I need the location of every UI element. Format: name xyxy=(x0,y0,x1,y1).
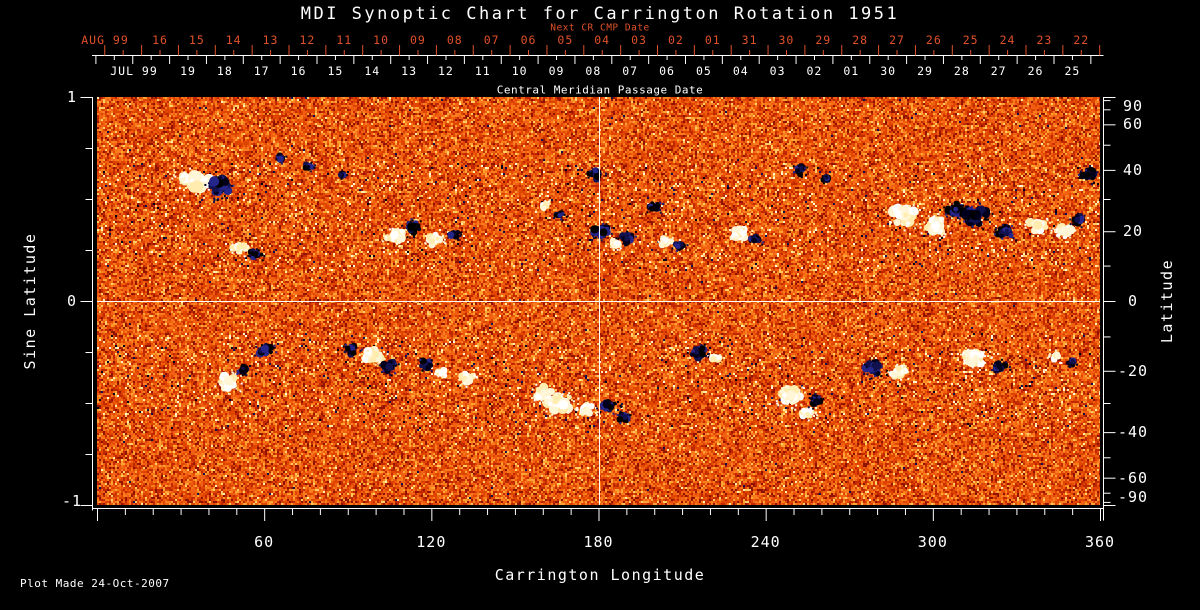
current-cr-day-label: 06 xyxy=(659,64,675,78)
current-cr-day-label: 04 xyxy=(732,64,749,78)
right-tick-label: -90 xyxy=(1117,488,1149,506)
current-cr-day-label: 28 xyxy=(953,64,970,78)
next-cr-day-label: 09 xyxy=(410,33,426,47)
current-cr-day-label: 10 xyxy=(511,64,528,78)
next-cr-day-label: 30 xyxy=(778,33,795,47)
next-cr-day-label: 01 xyxy=(704,33,721,47)
left-tick-label: 0 xyxy=(66,292,78,310)
current-cr-day-label: 16 xyxy=(290,64,307,78)
current-cr-day-label: 30 xyxy=(880,64,897,78)
next-cr-day-label: 22 xyxy=(1073,33,1090,47)
next-cr-day-label: 03 xyxy=(631,33,647,47)
next-cr-day-label: 04 xyxy=(594,33,611,47)
current-cr-day-label: 14 xyxy=(364,64,381,78)
right-tick-label: 90 xyxy=(1122,97,1144,115)
next-cr-day-label: 23 xyxy=(1036,33,1053,47)
next-cr-cmp-date-label: Next CR CMP Date xyxy=(550,22,650,34)
next-cr-day-label: 10 xyxy=(373,33,390,47)
next-cr-day-label: 14 xyxy=(225,33,242,47)
next-cr-day-label: 12 xyxy=(299,33,316,47)
current-cr-day-label: 29 xyxy=(917,64,933,78)
current-cr-day-label: 01 xyxy=(843,64,860,78)
next-cr-month-label: AUG 99 xyxy=(81,33,129,47)
right-tick-label: 0 xyxy=(1127,292,1139,310)
left-tick-label: -1 xyxy=(61,492,83,510)
current-cr-day-label: 19 xyxy=(180,64,196,78)
bottom-tick-label: 240 xyxy=(750,533,781,551)
next-cr-day-label: 05 xyxy=(557,33,574,47)
current-cr-day-label: 07 xyxy=(622,64,639,78)
cmp-axis-title: Central Meridian Passage Date xyxy=(496,83,704,97)
next-cr-day-label: 31 xyxy=(741,33,758,47)
plot-made-note: Plot Made 24-Oct-2007 xyxy=(20,577,170,590)
right-tick-label: 60 xyxy=(1122,115,1144,134)
current-cr-day-label: 12 xyxy=(438,64,454,78)
current-cr-day-label: 27 xyxy=(990,64,1007,78)
next-cr-day-label: 15 xyxy=(188,33,205,47)
next-cr-day-label: 08 xyxy=(446,33,463,47)
bottom-tick-label: 180 xyxy=(583,533,614,551)
right-axis-title: Latitude xyxy=(1158,258,1176,344)
right-tick-label: -20 xyxy=(1117,361,1149,380)
next-cr-day-label: 16 xyxy=(152,33,168,47)
current-cr-day-label: 05 xyxy=(695,64,712,78)
current-cr-day-label: 02 xyxy=(806,64,823,78)
next-cr-day-label: 26 xyxy=(925,33,942,47)
current-cr-day-label: 15 xyxy=(327,64,344,78)
next-cr-day-label: 11 xyxy=(336,33,353,47)
chart-title: MDI Synoptic Chart for Carrington Rotati… xyxy=(300,4,900,24)
bottom-tick-label: 300 xyxy=(917,533,948,551)
next-cr-day-label: 24 xyxy=(999,33,1016,47)
next-cr-day-label: 07 xyxy=(483,33,500,47)
current-cr-month-label: JUL 99 xyxy=(110,64,158,78)
current-cr-day-label: 11 xyxy=(474,64,491,78)
current-cr-day-label: 08 xyxy=(585,64,602,78)
next-cr-day-label: 29 xyxy=(815,33,832,47)
current-cr-day-label: 26 xyxy=(1027,64,1044,78)
current-cr-day-label: 03 xyxy=(769,64,786,78)
next-cr-day-label: 25 xyxy=(962,33,979,47)
right-tick-label: 40 xyxy=(1122,160,1144,179)
next-cr-day-label: 13 xyxy=(262,33,279,47)
magnetogram-image xyxy=(97,97,1100,505)
bottom-tick-label: 360 xyxy=(1084,533,1116,551)
right-tick-label: -60 xyxy=(1117,468,1149,487)
current-cr-day-label: 13 xyxy=(401,64,418,78)
current-cr-day-label: 25 xyxy=(1064,64,1081,78)
next-cr-day-label: 02 xyxy=(667,33,684,47)
next-cr-day-label: 28 xyxy=(852,33,869,47)
current-cr-day-label: 09 xyxy=(548,64,565,78)
next-cr-day-label: 27 xyxy=(889,33,905,47)
right-tick-label: 20 xyxy=(1122,222,1144,241)
right-tick-label: -40 xyxy=(1117,423,1149,442)
left-tick-label: 1 xyxy=(66,88,78,106)
bottom-tick-label: 120 xyxy=(416,533,447,551)
bottom-axis-title: Carrington Longitude xyxy=(494,566,706,584)
left-axis-title: Sine Latitude xyxy=(21,232,39,370)
current-cr-day-label: 17 xyxy=(253,64,270,78)
bottom-tick-label: 60 xyxy=(254,533,275,551)
next-cr-day-label: 06 xyxy=(520,33,537,47)
current-cr-day-label: 18 xyxy=(216,64,233,78)
